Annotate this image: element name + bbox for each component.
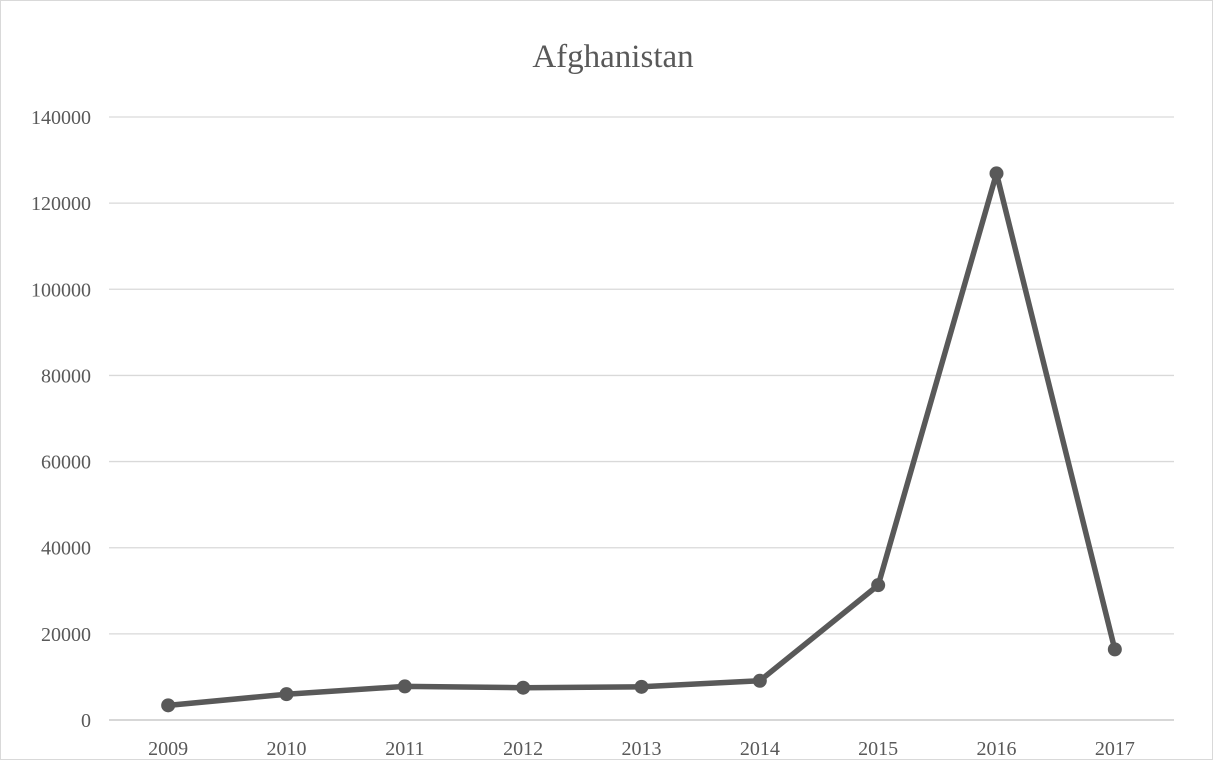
x-tick-label-2009: 2009 [148,738,188,760]
x-tick-label-2012: 2012 [503,738,543,760]
x-axis-tick-labels: 2009 2010 2011 2012 2013 2014 2015 2016 2017 [148,738,1135,760]
y-tick-label-100000: 100000 [31,279,91,301]
y-tick-label-120000: 120000 [31,193,91,215]
gridlines [109,116,1174,721]
x-tick-label-2017: 2017 [1095,738,1135,760]
y-tick-label-0: 0 [81,710,91,732]
y-tick-label-80000: 80000 [41,365,91,387]
data-point-2016 [989,166,1004,181]
y-tick-label-40000: 40000 [41,538,91,560]
x-tick-label-2015: 2015 [858,738,898,760]
x-tick-label-2011: 2011 [385,738,424,760]
data-point-2013 [634,679,649,694]
x-tick-label-2010: 2010 [267,738,307,760]
data-point-2015 [871,578,886,593]
series-layer [161,166,1122,713]
chart-title: Afghanistan [532,39,693,75]
data-point-2011 [397,679,412,694]
data-point-2012 [516,680,531,695]
data-point-2017 [1107,642,1122,657]
data-point-2014 [752,673,767,688]
series-line-0 [165,170,1118,709]
y-tick-label-140000: 140000 [31,107,91,129]
data-point-2010 [279,687,294,702]
data-point-2009 [161,698,176,713]
x-tick-label-2014: 2014 [740,738,780,760]
x-tick-label-2013: 2013 [622,738,662,760]
y-axis-tick-labels: 0 20000 40000 60000 80000 100000 120000 140000 [31,107,91,732]
y-tick-label-60000: 60000 [41,452,91,474]
y-tick-label-20000: 20000 [41,624,91,646]
x-tick-label-2016: 2016 [977,738,1017,760]
